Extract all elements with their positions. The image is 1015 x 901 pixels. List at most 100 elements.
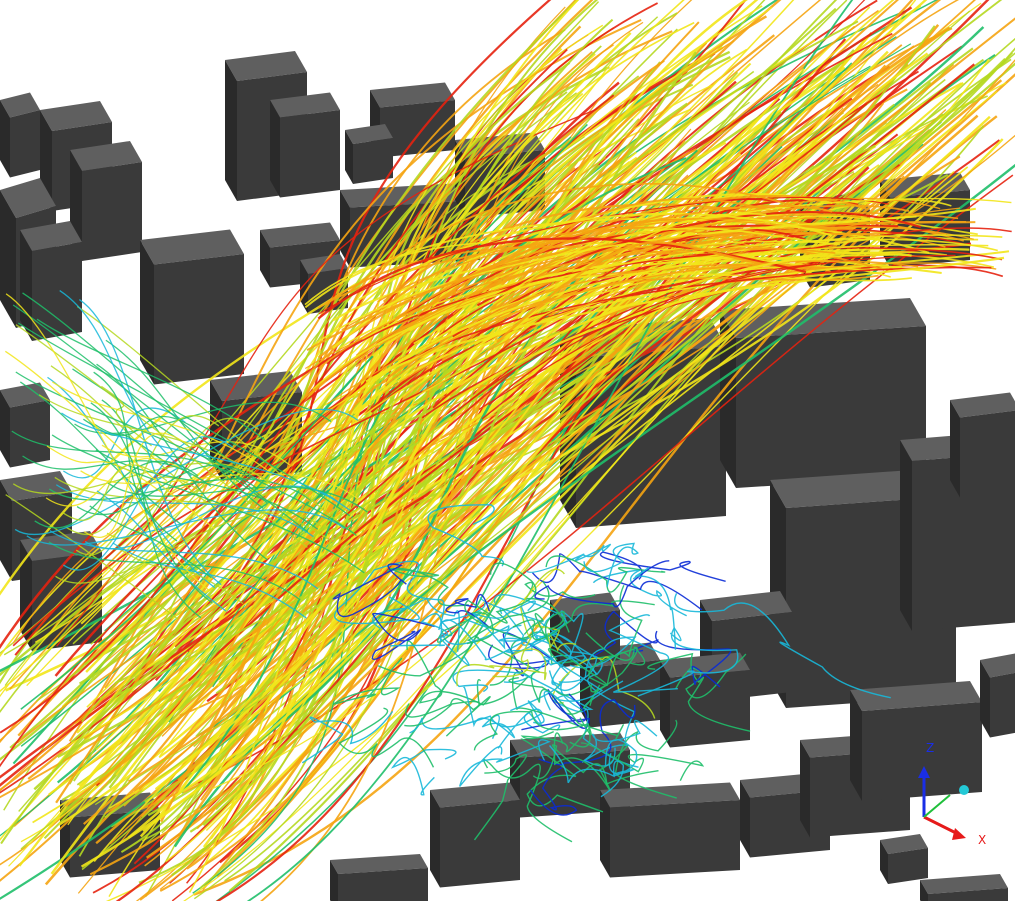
- streamline: [200, 17, 1015, 801]
- streamline: [195, 16, 659, 737]
- streamline: [406, 640, 491, 737]
- streamline: [655, 630, 732, 688]
- streamline: [354, 260, 919, 406]
- streamline: [94, 415, 211, 440]
- streamline: [0, 7, 837, 845]
- streamline: [246, 0, 854, 901]
- streamline: [512, 600, 655, 641]
- streamline: [488, 254, 956, 406]
- streamline: [141, 68, 805, 792]
- streamline: [107, 482, 368, 513]
- streamline: [633, 566, 677, 650]
- streamline: [152, 20, 859, 674]
- streamline: [94, 172, 866, 806]
- streamline: [117, 547, 244, 605]
- streamline: [365, 256, 1005, 383]
- streamline: [76, 305, 358, 537]
- streamline: [34, 460, 199, 529]
- streamline: [317, 247, 836, 370]
- streamline: [17, 322, 351, 517]
- building-8: [270, 92, 340, 198]
- building-24: [660, 652, 750, 748]
- streamline: [154, 0, 749, 791]
- streamline: [52, 381, 270, 473]
- streamline: [96, 490, 227, 612]
- building-blocks: [0, 51, 1015, 901]
- streamline: [390, 613, 470, 666]
- streamline: [194, 24, 604, 728]
- streamline: [450, 227, 1012, 417]
- streamline: [174, 52, 929, 797]
- streamline: [15, 324, 308, 548]
- streamline: [50, 365, 210, 505]
- building-38: [920, 874, 1008, 901]
- building-10: [345, 124, 393, 184]
- streamline: [78, 298, 222, 586]
- streamline: [456, 648, 547, 687]
- streamline: [520, 726, 591, 753]
- streamline: [138, 9, 880, 791]
- streamline: [216, 45, 915, 878]
- x-axis-arrow: [923, 815, 959, 836]
- streamline: [520, 738, 604, 813]
- streamline: [317, 237, 807, 320]
- streamline: [83, 432, 189, 539]
- building-31: [850, 681, 982, 801]
- z-axis-label: Z: [926, 741, 934, 755]
- streamline: [0, 70, 919, 794]
- streamline: [358, 212, 832, 301]
- x-axis-label: X: [978, 833, 986, 847]
- streamline: [338, 707, 435, 768]
- streamline: [326, 247, 1003, 365]
- streamline: [63, 407, 186, 479]
- building-36: [330, 854, 428, 901]
- streamline: [89, 168, 837, 876]
- streamline: [158, 0, 580, 759]
- streamline: [338, 182, 795, 302]
- building-35: [950, 392, 1015, 498]
- building-20: [720, 298, 926, 488]
- streamline: [404, 698, 480, 727]
- y-axis-arrow: [923, 794, 951, 818]
- streamline: [478, 262, 827, 410]
- streamline: [89, 505, 212, 579]
- streamline: [555, 646, 646, 696]
- streamline: [472, 600, 536, 650]
- streamline: [334, 560, 420, 625]
- streamline: [59, 289, 192, 477]
- streamline: [531, 553, 703, 611]
- xyz-axes-triad-icon[interactable]: Z X: [918, 741, 986, 847]
- streamline: [592, 569, 687, 617]
- streamline: [548, 745, 624, 798]
- streamline: [85, 32, 632, 673]
- streamline: [604, 739, 638, 777]
- streamline: [306, 204, 833, 352]
- streamline: [56, 107, 601, 647]
- streamline: [524, 581, 596, 633]
- streamline: [96, 363, 268, 561]
- streamline: [105, 339, 264, 509]
- streamline: [142, 0, 895, 832]
- streamline: [58, 0, 928, 826]
- building-27: [430, 782, 520, 888]
- building-28: [600, 782, 740, 878]
- streamline: [473, 754, 527, 841]
- streamline: [312, 238, 998, 390]
- streamline: [301, 710, 394, 764]
- streamline: [599, 551, 726, 582]
- streamline: [178, 0, 782, 836]
- streamline: [406, 574, 528, 661]
- streamline: [11, 430, 259, 490]
- streamline: [534, 560, 670, 608]
- streamline: [106, 417, 260, 539]
- streamline: [409, 708, 544, 749]
- streamline: [508, 676, 624, 740]
- streamline: [83, 418, 169, 465]
- streamline: [455, 197, 1012, 301]
- building-37: [880, 834, 928, 884]
- streamline: [4, 350, 216, 530]
- streamline: [353, 250, 1010, 415]
- streamline: [332, 563, 407, 618]
